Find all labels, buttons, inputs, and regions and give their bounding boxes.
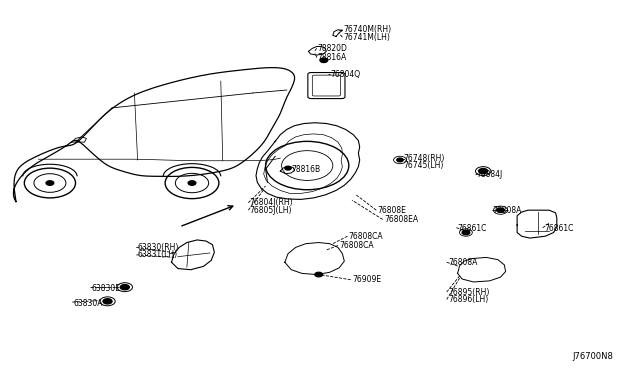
Text: 76805J(LH): 76805J(LH) [250,206,292,215]
Circle shape [320,58,328,62]
Text: 76808EA: 76808EA [384,215,418,224]
Circle shape [479,169,488,174]
Text: 76861C: 76861C [458,224,487,233]
Circle shape [315,272,323,277]
Circle shape [103,299,112,304]
Text: 76741M(LH): 76741M(LH) [343,33,390,42]
Text: 76808CA: 76808CA [349,232,383,241]
Circle shape [120,285,129,290]
Circle shape [397,158,403,162]
Text: 63830(RH): 63830(RH) [138,243,179,252]
Text: 76804J(RH): 76804J(RH) [250,198,293,207]
Text: 76745(LH): 76745(LH) [403,161,444,170]
Text: 76808E: 76808E [378,206,406,215]
Text: 76808CA: 76808CA [339,241,374,250]
Text: 76804Q: 76804Q [330,70,360,79]
Circle shape [285,166,291,170]
Text: 76808A: 76808A [448,258,477,267]
Text: J76700N8: J76700N8 [573,352,614,361]
Text: 76740M(RH): 76740M(RH) [343,25,391,34]
Text: 76861C: 76861C [544,224,573,233]
Circle shape [46,181,54,185]
Circle shape [462,230,470,235]
Text: 76895(RH): 76895(RH) [448,288,490,296]
Text: 63830E: 63830E [92,284,120,293]
Text: 78884J: 78884J [477,170,503,179]
Text: 63831(LH): 63831(LH) [138,250,178,259]
Circle shape [497,208,504,212]
Text: 76808A: 76808A [493,206,522,215]
Text: 78820D: 78820D [317,44,348,53]
Text: 76909E: 76909E [352,275,381,284]
Circle shape [188,181,196,185]
Text: 76748(RH): 76748(RH) [403,154,445,163]
Text: 63830A: 63830A [74,299,103,308]
Text: 76896(LH): 76896(LH) [448,295,488,304]
Text: 78816A: 78816A [317,53,347,62]
Text: 78816B: 78816B [291,165,321,174]
